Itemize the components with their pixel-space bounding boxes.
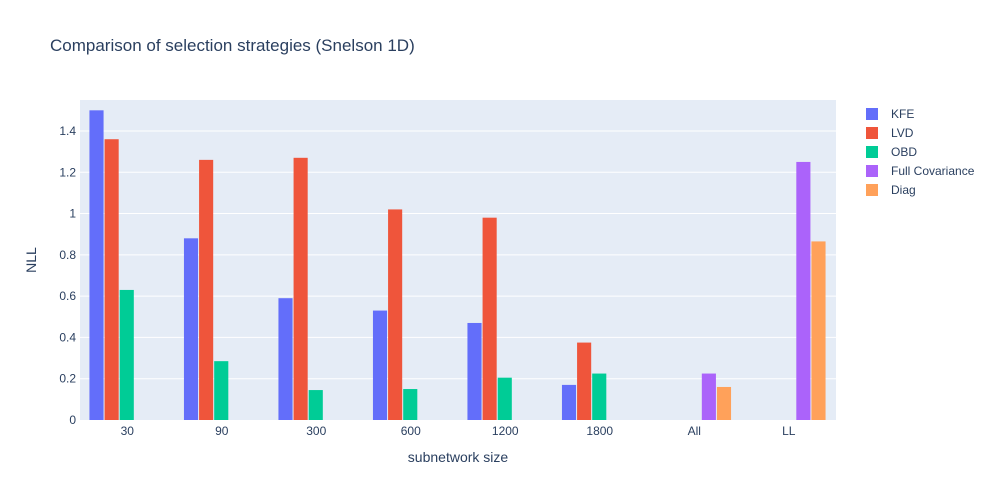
bar-obd-600[interactable] [403,389,418,420]
legend-item-kfe[interactable]: KFE [866,107,914,121]
x-tick-label: 1200 [492,424,519,438]
legend-item-lvd[interactable]: LVD [866,126,914,140]
bar-obd-300[interactable] [308,390,323,420]
bar-obd-1800[interactable] [592,373,607,420]
x-tick-label: 1800 [586,424,613,438]
y-axis-ticks: 0 0.2 0.4 0.6 0.8 1 1.2 1.4 [59,124,76,427]
legend-label: OBD [891,145,917,159]
legend-swatch [866,165,878,177]
bars [89,110,826,421]
y-axis-title: NLL [23,247,39,273]
bar-kfe-1200[interactable] [467,322,482,420]
legend-swatch [866,108,878,120]
legend-swatch [866,127,878,139]
x-axis-title: subnetwork size [408,449,509,465]
bar-obd-90[interactable] [214,361,229,420]
x-tick-label: 30 [121,424,135,438]
x-tick-label: 600 [401,424,421,438]
bar-lvd-1200[interactable] [482,217,497,420]
y-tick-label: 0.8 [59,248,76,262]
x-tick-label: All [688,424,701,438]
x-axis-ticks: 30 90 300 600 1200 1800 All LL [121,424,796,438]
bar-kfe-600[interactable] [372,310,388,420]
bar-full-covariance-ll[interactable] [796,161,811,420]
x-tick-label: 300 [306,424,326,438]
y-tick-label: 0.2 [59,372,76,386]
bar-obd-1200[interactable] [497,377,512,420]
y-tick-label: 0.4 [59,330,76,344]
bar-kfe-300[interactable] [278,298,293,420]
bar-lvd-30[interactable] [104,139,119,420]
y-tick-label: 0.6 [59,289,76,303]
bar-lvd-90[interactable] [199,159,214,420]
legend-label: Full Covariance [891,164,975,178]
bar-kfe-90[interactable] [183,238,199,420]
x-tick-label: LL [782,424,796,438]
legend-item-obd[interactable]: OBD [866,145,917,159]
y-tick-label: 0 [69,413,76,427]
bar-lvd-300[interactable] [293,157,308,420]
legend-label: LVD [891,126,914,140]
legend-label: Diag [891,183,916,197]
bar-obd-30[interactable] [119,289,134,420]
legend-item-diag[interactable]: Diag [866,183,916,197]
legend-item-full-covariance[interactable]: Full Covariance [866,164,975,178]
legend[interactable]: KFE LVD OBD Full Covariance Diag [866,107,975,197]
chart-title: Comparison of selection strategies (Snel… [50,36,415,55]
bar-kfe-30[interactable] [89,110,104,421]
bar-lvd-600[interactable] [388,209,403,420]
bar-lvd-1800[interactable] [577,342,592,420]
legend-swatch [866,146,878,158]
y-tick-label: 1.4 [59,124,76,138]
x-tick-label: 90 [215,424,229,438]
bar-kfe-1800[interactable] [561,384,577,420]
bar-diag-ll[interactable] [811,241,826,420]
legend-swatch [866,184,878,196]
bar-full-covariance-all[interactable] [701,373,716,420]
y-tick-label: 1 [69,207,76,221]
legend-label: KFE [891,107,914,121]
y-tick-label: 1.2 [59,165,76,179]
bar-diag-all[interactable] [716,386,732,420]
